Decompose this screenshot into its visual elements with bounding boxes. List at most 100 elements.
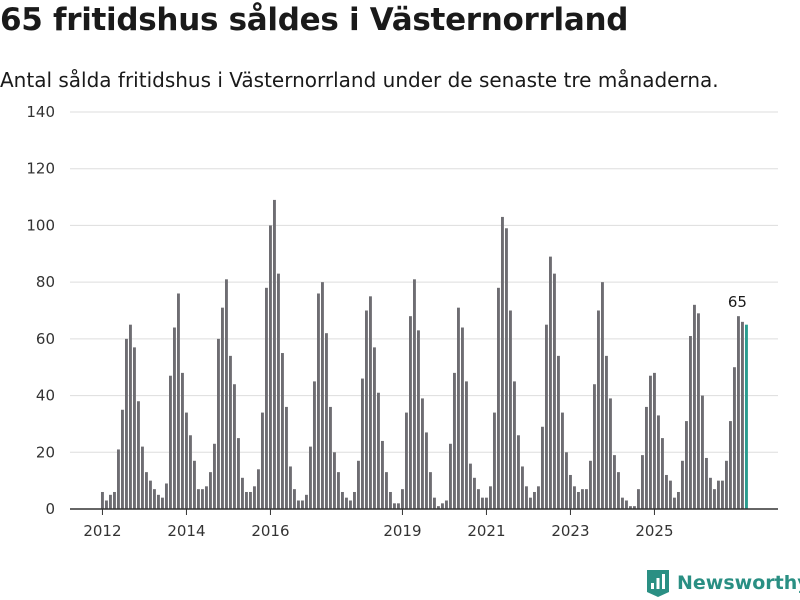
bar [289,466,292,509]
bar [577,491,580,509]
bar [357,460,360,509]
x-tick-label: 2023 [551,522,589,540]
bar [197,489,200,509]
bar [369,296,372,509]
bar [433,497,436,509]
bar [233,384,236,509]
bar [653,372,656,509]
bar [437,506,440,509]
bar [593,384,596,509]
bar [329,406,332,509]
bar [377,392,380,509]
bar [361,378,364,509]
bar [713,489,716,509]
bar [285,406,288,509]
bar [249,491,252,509]
bar [281,353,284,509]
bar [697,313,700,509]
bar [225,279,228,509]
bar [241,477,244,509]
bar [253,486,256,509]
bar [337,472,340,509]
bar [209,472,212,509]
bar [625,500,628,509]
bar [193,460,196,509]
bar [657,415,660,509]
x-tick-label: 2014 [167,522,205,540]
bar [105,500,108,509]
bar [493,412,496,509]
bar [561,412,564,509]
y-tick-label: 100 [26,216,55,234]
bar [673,497,676,509]
bar [497,287,500,509]
y-tick-label: 20 [36,443,55,461]
bar [141,446,144,509]
bar [481,497,484,509]
bar [533,491,536,509]
bar [589,460,592,509]
bar [261,412,264,509]
bar [477,489,480,509]
bar [165,483,168,509]
bar [365,310,368,509]
bar [605,355,608,509]
chart-title: 65 fritidshus såldes i Västernorrland [0,2,629,38]
x-tick-label: 2016 [251,522,289,540]
bar [469,463,472,509]
bar [277,273,280,509]
bar [309,446,312,509]
bar [505,228,508,509]
bar [565,452,568,509]
bar [269,225,272,509]
bar [621,497,624,509]
bar [353,491,356,509]
bar [189,435,192,509]
bar [341,491,344,509]
bar [125,338,128,509]
bar [457,307,460,509]
bar [441,503,444,509]
bar [613,455,616,509]
data-label: 65 [728,293,747,311]
bar [177,293,180,509]
bar [525,486,528,509]
bar [149,480,152,509]
bar [265,287,268,509]
bar [549,256,552,509]
bar [397,503,400,509]
bar [389,491,392,509]
bar [401,489,404,509]
bar [425,432,428,509]
bar [581,489,584,509]
bar [541,426,544,509]
bar [485,497,488,509]
bar [573,486,576,509]
bar [333,452,336,509]
bar [617,472,620,509]
bar [133,347,136,509]
brand-name: Newsworthy [677,572,800,594]
bar [181,372,184,509]
y-tick-label: 80 [36,273,55,291]
bar [185,412,188,509]
bar [705,457,708,509]
bar [109,494,112,509]
bar [445,500,448,509]
bar [393,503,396,509]
bar [137,401,140,509]
newsworthy-logo-icon [647,570,669,597]
bar [325,333,328,509]
bar [321,282,324,509]
bar [465,381,468,509]
brand: Newsworthy [645,568,800,598]
bar [349,500,352,509]
bar [221,307,224,509]
bar [313,381,316,509]
bar [701,395,704,509]
chart-subtitle: Antal sålda fritidshus i Västernorrland … [0,68,719,92]
bar [429,472,432,509]
x-tick-label: 2019 [383,522,421,540]
bar [157,494,160,509]
